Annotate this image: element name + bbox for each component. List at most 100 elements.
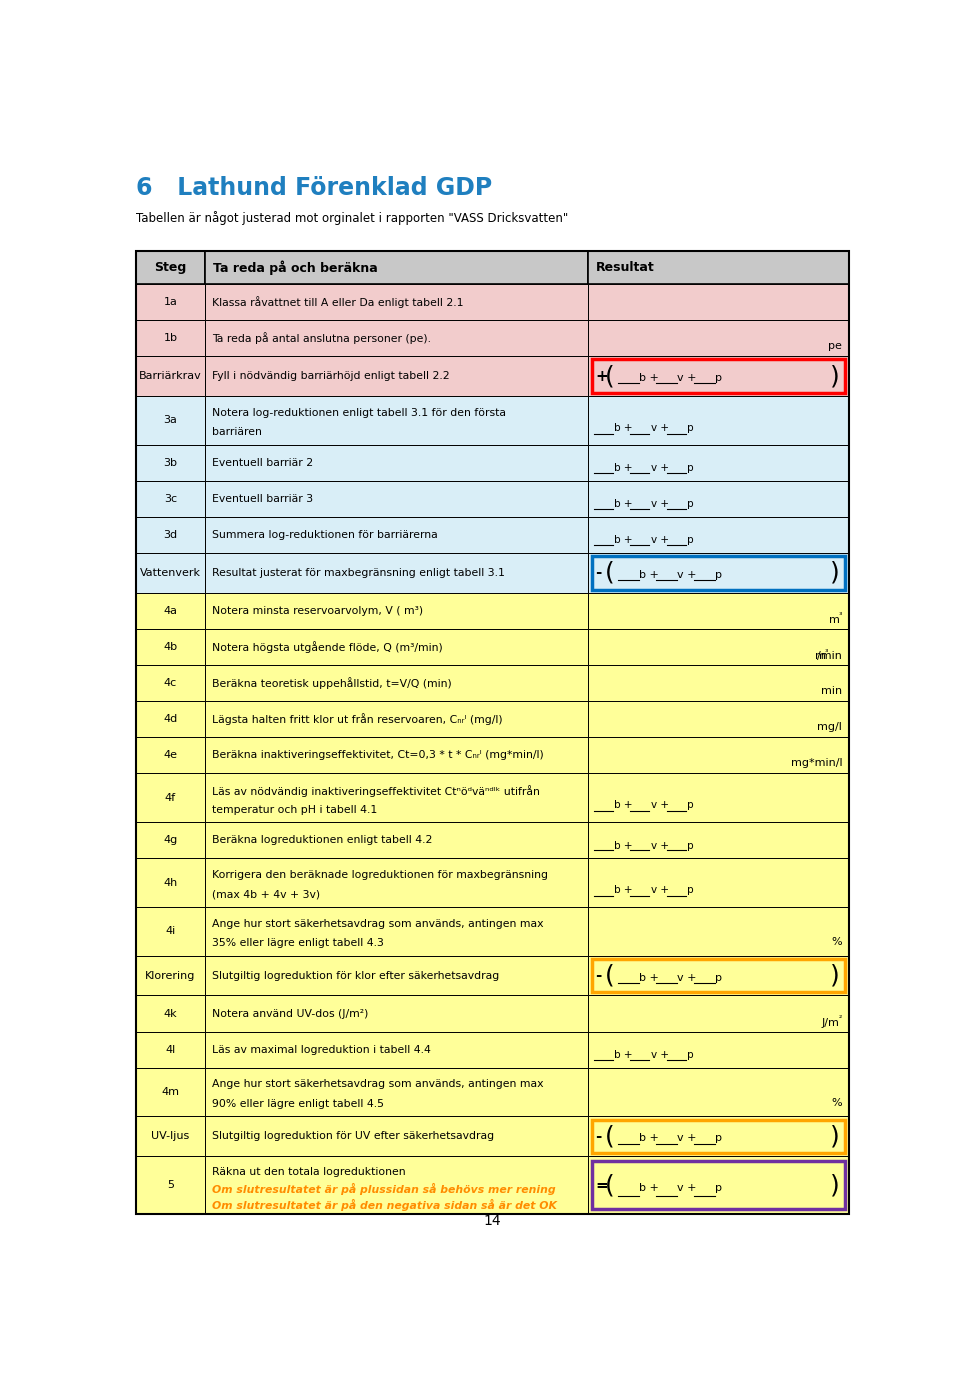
Text: Korrigera den beräknade logreduktionen för maxbegränsning: Korrigera den beräknade logreduktionen f… [212,870,548,880]
Bar [592,959,845,992]
Text: mg*min/l: mg*min/l [791,759,842,769]
Text: Klassa råvattnet till A eller Da enligt tabell 2.1: Klassa råvattnet till A eller Da enligt … [212,296,464,309]
Text: Om slutresultatet är på den negativa sidan så är det OK: Om slutresultatet är på den negativa sid… [212,1198,557,1211]
Bar [588,356,849,396]
Text: 4i: 4i [165,926,176,937]
Text: 4c: 4c [164,678,177,688]
Bar [135,737,205,773]
Bar [205,396,588,445]
Text: pe: pe [828,341,842,352]
Text: (max 4b + 4v + 3v): (max 4b + 4v + 3v) [212,890,321,899]
Text: Slutgiltig logreduktion för UV efter säkerhetsavdrag: Slutgiltig logreduktion för UV efter säk… [212,1131,494,1141]
Bar [135,396,205,445]
Text: 4m: 4m [161,1087,180,1097]
Bar [135,356,205,396]
Text: ³: ³ [839,612,842,620]
Bar [588,628,849,664]
Text: Fyll i nödvändig barriärhöjd enligt tabell 2.2: Fyll i nödvändig barriärhöjd enligt tabe… [212,371,450,381]
Text: 4h: 4h [163,877,178,888]
Bar [135,517,205,553]
Text: Notera log-reduktionen enligt tabell 3.1 för den första: Notera log-reduktionen enligt tabell 3.1… [212,407,506,417]
Bar [135,284,205,320]
Text: Summera log-reduktionen för barriärerna: Summera log-reduktionen för barriärerna [212,530,438,539]
Text: v +: v + [651,535,669,545]
Text: v +: v + [651,801,669,810]
Bar [588,445,849,481]
Text: +: + [595,368,608,384]
Bar [135,592,205,628]
Bar [135,773,205,821]
Text: 3a: 3a [163,416,178,425]
Bar [135,956,205,995]
Text: p: p [687,841,694,851]
Text: p: p [715,373,722,384]
Text: Lägsta halten fritt klor ut från reservoaren, Cₙᵣᴵ (mg/l): Lägsta halten fritt klor ut från reservo… [212,713,503,726]
Bar [205,320,588,356]
Text: 3d: 3d [163,530,178,539]
Bar [135,445,205,481]
Text: v +: v + [651,463,669,473]
Text: 4k: 4k [163,1009,178,1019]
Bar [135,858,205,908]
Text: Beräkna inaktiveringseffektivitet, Ct=0,3 * t * Cₙᵣᴵ (mg*min/l): Beräkna inaktiveringseffektivitet, Ct=0,… [212,751,544,760]
Bar [588,995,849,1031]
Text: p: p [715,973,722,983]
Text: m: m [828,616,840,626]
Bar [592,360,845,393]
Text: v +: v + [677,570,697,580]
Text: b +: b + [639,973,659,983]
Bar [588,481,849,517]
Text: 3c: 3c [164,493,177,505]
Bar [135,821,205,858]
Bar [205,445,588,481]
Text: (: ( [606,562,615,585]
Text: b +: b + [639,1183,659,1193]
Bar [135,995,205,1031]
Text: 5: 5 [167,1180,174,1190]
Text: 90% eller lägre enligt tabell 4.5: 90% eller lägre enligt tabell 4.5 [212,1099,384,1109]
Text: Läs av maximal logreduktion i tabell 4.4: Läs av maximal logreduktion i tabell 4.4 [212,1045,431,1055]
Text: Resultat justerat för maxbegränsning enligt tabell 3.1: Resultat justerat för maxbegränsning enl… [212,569,505,578]
Text: -: - [595,967,602,983]
Text: -: - [595,1129,602,1144]
Text: b +: b + [614,423,633,432]
Text: Steg: Steg [155,261,186,274]
Text: p: p [715,1133,722,1144]
Bar [205,284,588,320]
Text: p: p [687,423,694,432]
Text: Notera minsta reservoarvolym, V ( m³): Notera minsta reservoarvolym, V ( m³) [212,606,423,616]
Text: b +: b + [614,801,633,810]
Bar [588,1068,849,1116]
Text: b +: b + [639,373,659,384]
Text: Räkna ut den totala logreduktionen: Räkna ut den totala logreduktionen [212,1166,406,1177]
Text: 3b: 3b [163,457,178,468]
Bar [205,517,588,553]
Text: b +: b + [614,885,633,895]
Text: p: p [687,463,694,473]
Text: Ange hur stort säkerhetsavdrag som används, antingen max: Ange hur stort säkerhetsavdrag som använ… [212,919,544,929]
Text: Resultat: Resultat [596,261,655,274]
Text: 4b: 4b [163,642,178,652]
Bar [135,908,205,956]
Text: mg/l: mg/l [817,723,842,733]
Bar [205,1156,588,1213]
Text: p: p [687,535,694,545]
Text: Notera använd UV-dos (J/m²): Notera använd UV-dos (J/m²) [212,1009,369,1019]
Text: v +: v + [651,423,669,432]
Bar [588,858,849,908]
Bar [592,1161,845,1209]
Bar [135,1068,205,1116]
Text: (: ( [606,364,615,388]
Bar [205,592,588,628]
Bar [588,908,849,956]
Text: b +: b + [614,841,633,851]
Bar [592,1120,845,1154]
Text: ³: ³ [825,648,828,656]
Text: 4d: 4d [163,714,178,724]
Text: barriären: barriären [212,427,262,438]
Text: p: p [687,801,694,810]
Bar [588,320,849,356]
Text: Tabellen är något justerad mot orginalet i rapporten "VASS Dricksvatten": Tabellen är något justerad mot orginalet… [135,211,567,225]
Text: ²: ² [839,1015,842,1023]
Bar [205,908,588,956]
